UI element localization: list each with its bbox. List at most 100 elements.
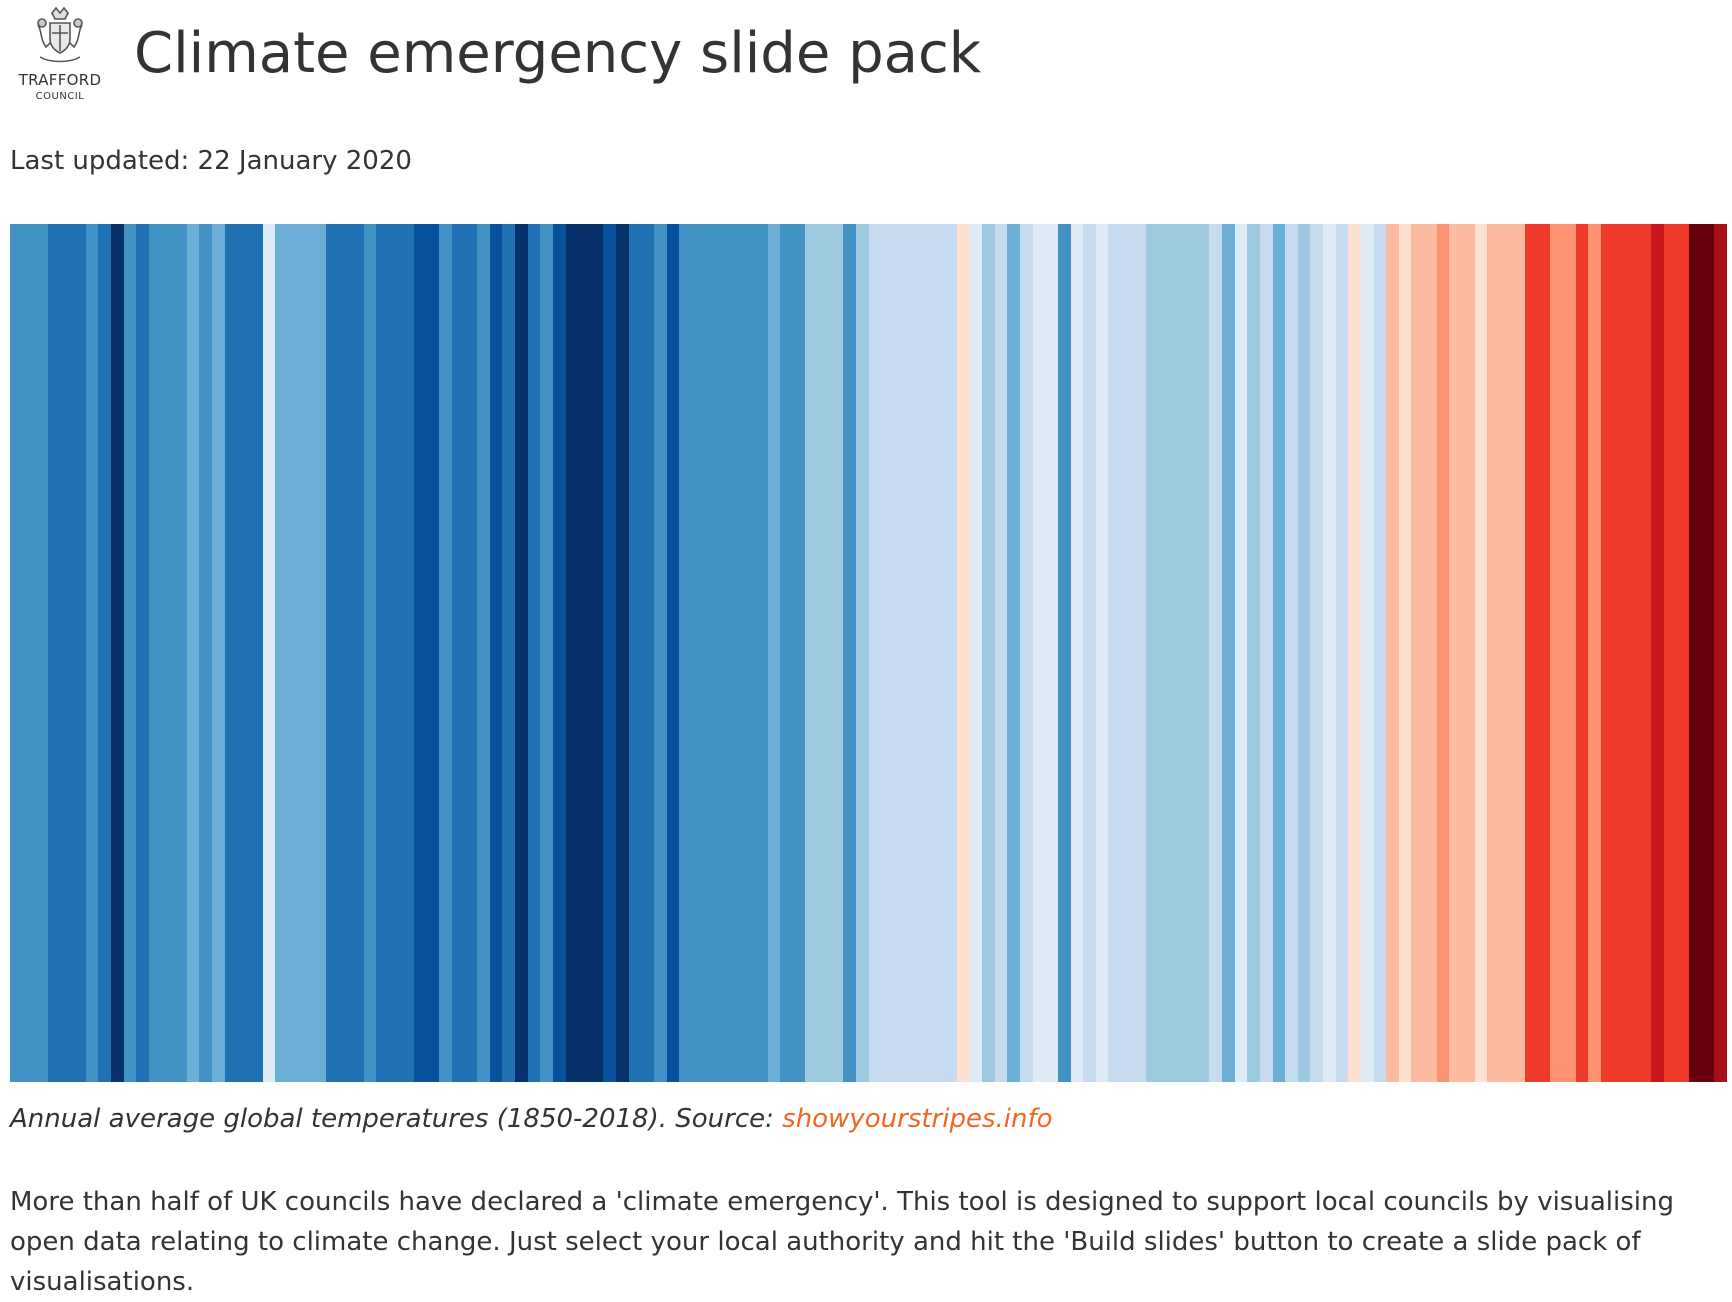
year-stripe (237, 224, 250, 1082)
year-stripe (439, 224, 452, 1082)
warming-stripes-chart (10, 224, 1727, 1082)
year-stripe (148, 224, 162, 1082)
year-stripe (1638, 224, 1652, 1082)
year-stripe (1032, 224, 1046, 1082)
year-stripe (73, 224, 86, 1082)
year-stripe (1057, 224, 1071, 1082)
year-stripe (1083, 224, 1096, 1082)
year-stripe (212, 224, 225, 1082)
year-stripe (1663, 224, 1677, 1082)
chart-caption: Annual average global temperatures (1850… (10, 1104, 1053, 1134)
year-stripe (805, 224, 818, 1082)
year-stripe (754, 224, 768, 1082)
year-stripe (1626, 224, 1639, 1082)
year-stripe (969, 224, 983, 1082)
year-stripe (603, 224, 616, 1082)
year-stripe (186, 224, 200, 1082)
year-stripe (1537, 224, 1551, 1082)
year-stripe (1512, 224, 1525, 1082)
year-stripe (123, 224, 137, 1082)
year-stripe (85, 224, 99, 1082)
year-stripe (628, 224, 642, 1082)
year-stripe (1045, 224, 1058, 1082)
year-stripe (376, 224, 389, 1082)
year-stripe (1070, 224, 1084, 1082)
year-stripe (956, 224, 970, 1082)
year-stripe (1133, 224, 1147, 1082)
year-stripe (1323, 224, 1336, 1082)
year-stripe (1474, 224, 1488, 1082)
intro-paragraph: More than half of UK councils have decla… (10, 1187, 1674, 1297)
year-stripe (691, 224, 705, 1082)
year-stripe (1424, 224, 1437, 1082)
year-stripe (451, 224, 465, 1082)
year-stripe (540, 224, 553, 1082)
year-stripe (1436, 224, 1450, 1082)
year-stripe (98, 224, 111, 1082)
year-stripe (1158, 224, 1172, 1082)
year-stripe (47, 224, 61, 1082)
year-stripe (1348, 224, 1361, 1082)
year-stripe (767, 224, 781, 1082)
year-stripe (1714, 224, 1727, 1082)
year-stripe (792, 224, 806, 1082)
year-stripe (1562, 224, 1576, 1082)
year-stripe (174, 224, 187, 1082)
coat-of-arms-icon (37, 6, 83, 63)
year-stripe (1007, 224, 1020, 1082)
year-stripe (893, 224, 907, 1082)
year-stripe (262, 224, 276, 1082)
year-stripe (1020, 224, 1033, 1082)
year-stripe (35, 224, 48, 1082)
year-stripe (1411, 224, 1424, 1082)
year-stripe (931, 224, 945, 1082)
year-stripe (1600, 224, 1614, 1082)
last-updated-text: Last updated: 22 January 2020 (10, 146, 412, 176)
year-stripe (830, 224, 844, 1082)
year-stripe (565, 224, 579, 1082)
year-stripe (1461, 224, 1475, 1082)
year-stripe (1272, 224, 1286, 1082)
year-stripe (1613, 224, 1626, 1082)
year-stripe (666, 224, 680, 1082)
year-stripe (1209, 224, 1222, 1082)
year-stripe (855, 224, 869, 1082)
year-stripe (1373, 224, 1387, 1082)
year-stripe (515, 224, 528, 1082)
year-stripe (1360, 224, 1374, 1082)
year-stripe (464, 224, 478, 1082)
year-stripe (1386, 224, 1399, 1082)
year-stripe (552, 224, 566, 1082)
year-stripe (1689, 224, 1702, 1082)
year-stripe (994, 224, 1008, 1082)
year-stripe (1575, 224, 1589, 1082)
year-stripe (590, 224, 604, 1082)
year-stripe (111, 224, 124, 1082)
year-stripe (477, 224, 490, 1082)
year-stripe (426, 224, 440, 1082)
year-stripe (1525, 224, 1538, 1082)
year-stripe (1499, 224, 1513, 1082)
year-stripe (780, 224, 793, 1082)
year-stripe (10, 224, 23, 1082)
year-stripe (1234, 224, 1248, 1082)
year-stripe (1121, 224, 1134, 1082)
year-stripe (1701, 224, 1715, 1082)
year-stripe (325, 224, 339, 1082)
year-stripe (641, 224, 654, 1082)
year-stripe (906, 224, 919, 1082)
year-stripe (616, 224, 629, 1082)
year-stripe (868, 224, 882, 1082)
year-stripe (287, 224, 301, 1082)
year-stripe (350, 224, 364, 1082)
year-stripe (1146, 224, 1159, 1082)
source-link[interactable]: showyourstripes.info (782, 1104, 1053, 1134)
year-stripe (249, 224, 263, 1082)
trafford-council-logo[interactable]: TRAFFORD COUNCIL (10, 5, 110, 105)
year-stripe (1676, 224, 1690, 1082)
year-stripe (881, 224, 894, 1082)
caption-text: Annual average global temperatures (1850… (10, 1104, 783, 1134)
year-stripe (489, 224, 503, 1082)
year-stripe (136, 224, 149, 1082)
year-stripe (1247, 224, 1260, 1082)
